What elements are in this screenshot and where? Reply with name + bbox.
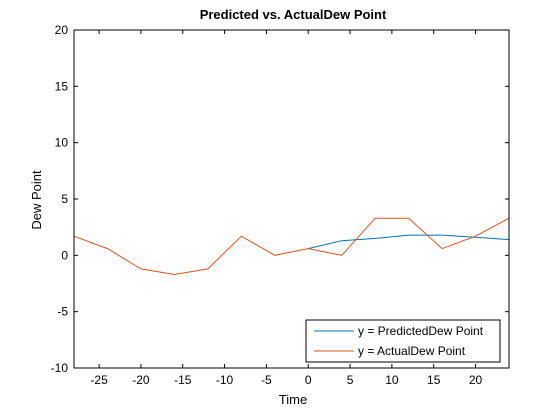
x-tick-label: -25 [90,373,108,387]
x-tick-label: 0 [305,373,312,387]
x-tick-label: 20 [469,373,483,387]
x-tick-label: -20 [132,373,150,387]
y-tick-label: 15 [55,79,69,93]
y-axis: -10 -5 0 5 10 15 20 [51,23,509,375]
x-tick-label: 10 [385,373,399,387]
y-tick-label: -10 [51,361,69,375]
series-layer [73,217,510,276]
legend-label: y = ActualDew Point [358,344,466,358]
legend-box [305,319,501,363]
series-line-actual [73,217,510,276]
x-axis: -25 -20 -15 -10 -5 0 5 10 15 20 [90,30,483,387]
y-tick-label: 0 [61,248,68,262]
x-tick-label: -10 [216,373,234,387]
x-axis-label: Time [279,392,307,407]
y-axis-label: Dew Point [29,170,44,230]
x-tick-label: 15 [427,373,441,387]
legend-label: y = PredictedDew Point [358,324,484,338]
chart-title: Predicted vs. ActualDew Point [200,7,387,22]
plot-area [74,30,509,368]
y-tick-label: 20 [55,23,69,37]
x-tick-label: -5 [261,373,272,387]
legend: y = PredictedDew Point y = ActualDew Poin… [305,319,501,363]
x-tick-label: 5 [347,373,354,387]
x-tick-label: -15 [174,373,192,387]
y-tick-label: -5 [57,305,68,319]
y-tick-label: 10 [55,136,69,150]
y-tick-label: 5 [61,192,68,206]
series-line-predicted [308,234,510,250]
